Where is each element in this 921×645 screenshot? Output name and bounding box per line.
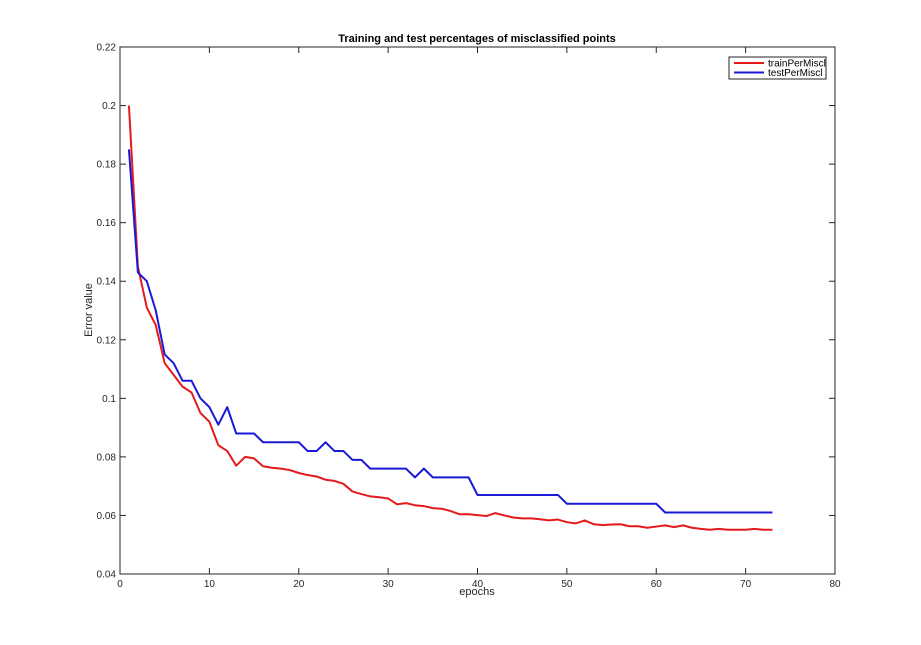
legend-label-testPerMiscl: testPerMiscl: [768, 68, 822, 79]
y-tick-label: 0.04: [97, 570, 117, 581]
y-tick-label: 0.14: [97, 277, 117, 288]
y-tick-label: 0.22: [97, 43, 117, 54]
x-tick-label: 0: [117, 579, 123, 590]
x-tick-label: 60: [651, 579, 663, 590]
y-axis-title: Error value: [83, 283, 95, 337]
chart-title: Training and test percentages of misclas…: [338, 33, 616, 45]
x-tick-label: 20: [293, 579, 305, 590]
series-line-testPerMiscl: [127, 149, 773, 514]
series-line-trainPerMiscl: [127, 105, 773, 531]
x-tick-label: 50: [561, 579, 573, 590]
x-tick-label: 40: [472, 579, 484, 590]
x-tick-label: 30: [383, 579, 395, 590]
y-tick-label: 0.16: [97, 218, 117, 229]
y-tick-label: 0.08: [97, 452, 117, 463]
x-tick-label: 10: [204, 579, 216, 590]
y-tick-label: 0.18: [97, 160, 117, 171]
axes-box: [119, 46, 836, 575]
y-tick-label: 0.1: [102, 394, 116, 405]
x-tick-label: 80: [829, 579, 841, 590]
x-tick-label: 70: [740, 579, 752, 590]
y-tick-label: 0.2: [102, 101, 116, 112]
legend-label-trainPerMiscl: trainPerMiscl: [768, 59, 826, 70]
y-tick-label: 0.12: [97, 335, 117, 346]
y-tick-label: 0.06: [97, 511, 117, 522]
x-axis-title: epochs: [459, 586, 495, 598]
plot-area: 0 10 20 30 40 50 60 70 80 0.04 0.06 0.08 0.1 0.12 0.14…: [97, 43, 841, 591]
